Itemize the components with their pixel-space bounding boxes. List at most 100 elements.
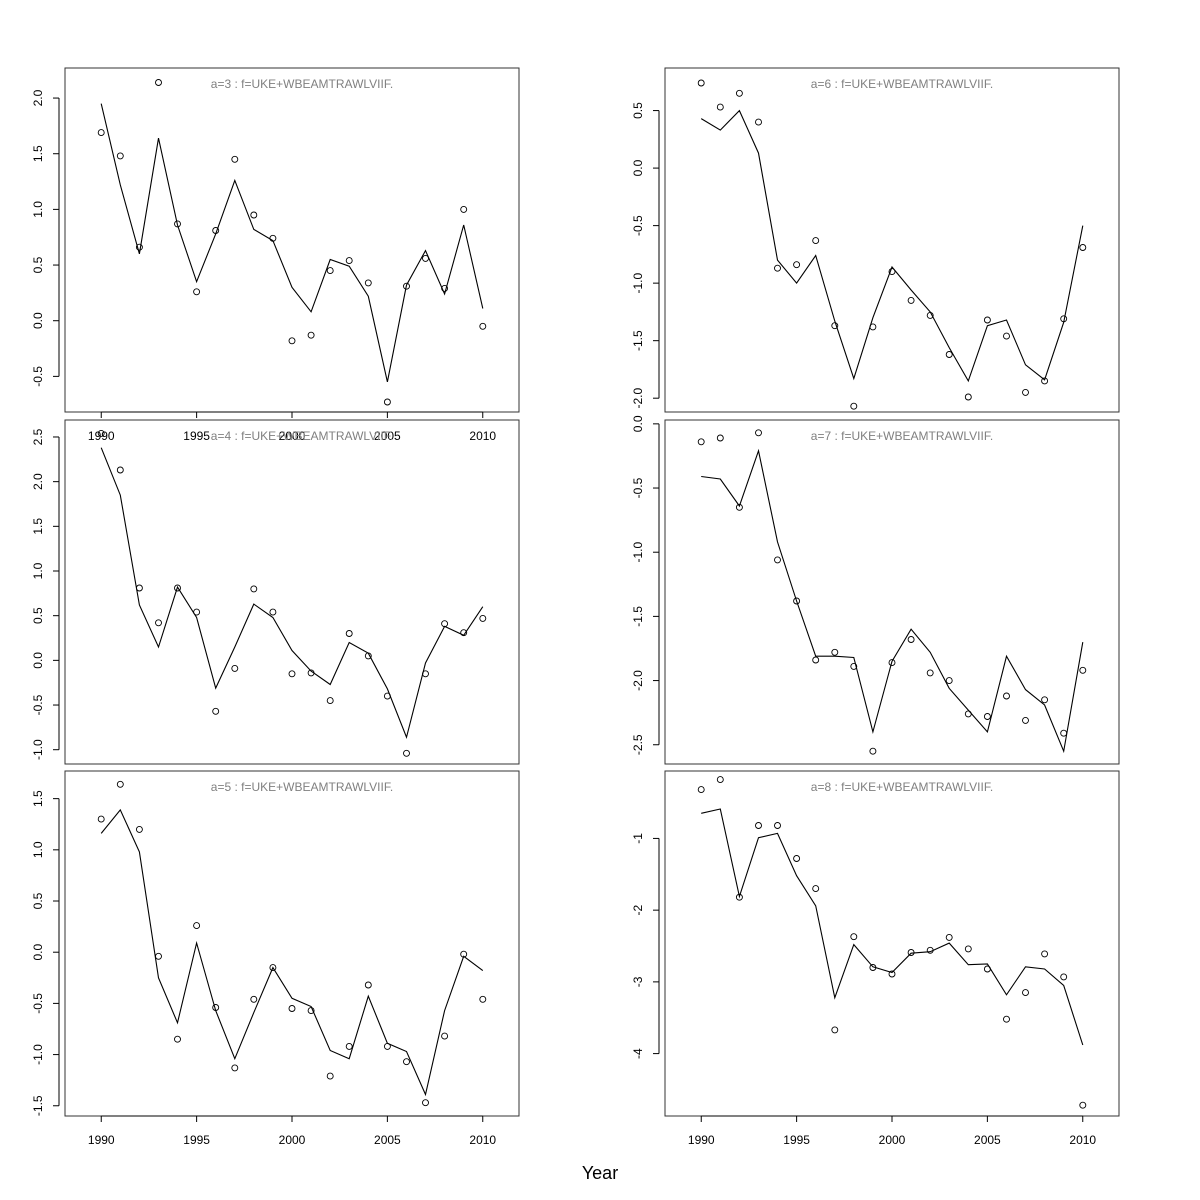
observed-point [383, 692, 391, 700]
observed-point [735, 503, 743, 511]
observed-point [383, 1042, 391, 1050]
observed-point [403, 282, 410, 290]
observed-point [479, 614, 487, 622]
observed-point [983, 965, 991, 973]
observed-point [155, 952, 162, 960]
y-tick-label: -3 [631, 976, 645, 987]
observed-point [964, 710, 972, 718]
observed-point [755, 429, 762, 437]
observed-point [812, 656, 820, 664]
observed-point [774, 556, 781, 564]
x-axis-label: Year [582, 1163, 618, 1183]
y-tick-label: -1.0 [631, 272, 645, 293]
observed-point [460, 629, 468, 637]
observed-point [97, 815, 105, 823]
fitted-series-line [701, 808, 1084, 1046]
observed-point [1003, 692, 1010, 700]
observed-point [888, 268, 896, 276]
panel-4: a=7 : f=UKE+WBEAMTRAWLVIIF. -2.5 -2.0 -1.5 -… [631, 415, 1120, 765]
observed-point [250, 585, 258, 593]
observed-point [345, 1042, 353, 1050]
observed-point [460, 205, 468, 213]
y-tick-label: -0.5 [31, 993, 45, 1014]
observed-point [1022, 989, 1029, 997]
x-tick-label: 2000 [279, 1133, 306, 1147]
observed-point [326, 267, 334, 275]
observed-point [888, 659, 896, 667]
y-tick-label: -1.5 [31, 1095, 45, 1116]
x-tick-label: 1990 [88, 1133, 115, 1147]
x-tick-label: 1995 [783, 1133, 810, 1147]
observed-point [250, 211, 258, 219]
observed-point [288, 1005, 296, 1012]
panel-title: a=6 : f=UKE+WBEAMTRAWLVIIF. [811, 77, 993, 91]
observed-point [231, 664, 239, 672]
observed-point [174, 220, 181, 228]
observed-point [697, 786, 705, 794]
x-tick-label: 2010 [469, 429, 496, 443]
observed-point [479, 995, 487, 1003]
y-tick-label: 0.0 [631, 159, 645, 176]
observed-point [307, 331, 315, 339]
observed-point [774, 264, 781, 272]
observed-point [250, 995, 258, 1003]
observed-point [869, 323, 877, 331]
observed-point [831, 1026, 839, 1034]
observed-point [116, 152, 124, 160]
observed-point [850, 662, 858, 670]
observed-point [479, 322, 487, 330]
observed-point [422, 1099, 429, 1107]
observed-point [460, 950, 468, 958]
plot-frame [664, 770, 1120, 1117]
y-tick-label: 0.5 [31, 256, 45, 273]
x-tick-label: 1995 [183, 1133, 210, 1147]
panel-title: a=5 : f=UKE+WBEAMTRAWLVIIF. [211, 780, 393, 794]
observed-point [755, 118, 762, 126]
observed-point [193, 608, 201, 616]
observed-point [907, 296, 915, 304]
observed-point [831, 322, 839, 330]
observed-point [1060, 973, 1068, 981]
observed-point [326, 697, 334, 705]
y-tick-label: 1.0 [31, 201, 45, 218]
y-tick-label: -1.5 [631, 330, 645, 351]
y-tick-label: -1 [631, 833, 645, 844]
x-tick-label: 2005 [374, 429, 401, 443]
observed-point [812, 885, 820, 893]
observed-point [364, 279, 372, 287]
observed-point [907, 636, 915, 643]
observed-point [288, 670, 296, 678]
observed-point [716, 776, 724, 784]
observed-point [364, 981, 372, 989]
y-tick-label: -0.5 [631, 477, 645, 498]
y-tick-label: -2.0 [631, 388, 645, 409]
observed-point [926, 946, 934, 954]
observed-point [441, 1032, 449, 1040]
observed-point [135, 584, 143, 592]
plot-frame [64, 419, 520, 765]
observed-point [926, 311, 934, 319]
y-tick-label: -2 [631, 904, 645, 915]
observed-point [1041, 377, 1049, 385]
observed-point [983, 713, 991, 720]
y-tick-label: -2.5 [631, 734, 645, 755]
observed-point [212, 227, 220, 234]
observed-point [774, 822, 781, 829]
observed-point [364, 652, 372, 660]
observed-point [945, 677, 953, 685]
panel-5: a=5 : f=UKE+WBEAMTRAWLVIIF. -1.5 -1.0 -0.5 0… [31, 770, 520, 1147]
observed-point [155, 79, 162, 86]
observed-point [116, 780, 124, 788]
observed-point [869, 964, 877, 971]
fitted-series-line [701, 448, 1084, 754]
observed-point [1079, 244, 1087, 251]
y-tick-label: 0.0 [31, 312, 45, 329]
observed-point [983, 316, 991, 324]
observed-point [307, 669, 315, 677]
observed-point [403, 749, 410, 757]
y-tick-label: -1.0 [631, 542, 645, 563]
x-tick-label: 2000 [879, 1133, 906, 1147]
observed-point [441, 284, 449, 292]
observed-point [193, 288, 201, 296]
observed-point [793, 855, 801, 862]
